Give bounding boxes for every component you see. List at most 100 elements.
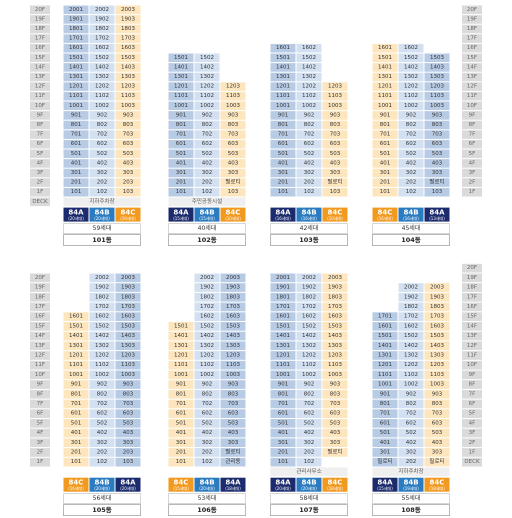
unit-label: 1703: [226, 304, 240, 310]
unit-cell: [424, 389, 450, 399]
unit-cell: [372, 149, 398, 159]
unit-label: 703: [330, 401, 341, 407]
unit-cell: [194, 370, 220, 380]
floor-label: 18F: [35, 26, 45, 32]
unit-cell: [63, 399, 89, 409]
unit-cell: [194, 428, 220, 438]
unit-label: 1002: [95, 372, 109, 378]
unit-cell: [89, 292, 115, 302]
unit-label: 701: [71, 132, 82, 138]
unit-cell: [270, 168, 296, 178]
floor-label: 4F: [469, 160, 476, 166]
floor-label: 13F: [35, 343, 45, 349]
unit-label: 501: [176, 420, 187, 426]
unit-cell: [270, 428, 296, 438]
unit-label: 301: [278, 170, 289, 176]
unit-cell: [63, 341, 89, 351]
unit-label: 1003: [121, 372, 135, 378]
unit-label: 701: [380, 132, 391, 138]
unit-label: 필로티: [327, 178, 342, 186]
unit-label: 1201: [69, 84, 83, 90]
unit-cell: [63, 322, 89, 331]
unit-label: 602: [202, 411, 213, 417]
unit-label: 202: [202, 180, 213, 186]
unit-cell: [63, 360, 89, 370]
unit-cell: [63, 53, 89, 63]
unit-cell: [115, 72, 141, 82]
unit-label: 1201: [378, 362, 392, 368]
unit-cell: [270, 457, 296, 467]
unit-cell: [63, 130, 89, 139]
unit-cell: [63, 351, 89, 360]
unit-cell: [168, 111, 194, 120]
unit-label: 1901: [276, 285, 290, 291]
unit-cell: [115, 130, 141, 139]
unit-label: 1701: [378, 314, 392, 320]
unit-label: 902: [406, 112, 417, 118]
unit-cell: [220, 302, 246, 312]
unit-label: 501: [380, 430, 391, 436]
unit-label: 1401: [378, 64, 392, 70]
unit-cell: [115, 187, 141, 197]
unit-cell: [424, 419, 450, 428]
name-box: [270, 504, 348, 517]
floor-cell: [462, 312, 482, 321]
unit-cell: [63, 448, 89, 457]
unit-label: 1403: [121, 64, 135, 70]
unit-label: 602: [406, 420, 417, 426]
unit-label: 1601: [276, 45, 290, 51]
unit-label: 1003: [226, 372, 240, 378]
unit-cell: [220, 448, 246, 457]
unit-cell: [89, 302, 115, 312]
unit-label: 503: [330, 420, 341, 426]
unit-label: 2001: [276, 275, 290, 281]
unit-label: 1903: [430, 294, 444, 300]
unit-cell: [115, 283, 141, 292]
unit-label: 503: [330, 151, 341, 157]
unit-cell: [398, 130, 424, 139]
unit-label: 1501: [69, 323, 83, 329]
unit-label: 802: [304, 391, 315, 397]
floor-cell: [462, 43, 482, 53]
unit-cell: [115, 139, 141, 149]
unit-cell: [194, 187, 220, 197]
unit-label: 301: [71, 440, 82, 446]
type-box: [168, 477, 194, 492]
unit-cell: [63, 101, 89, 111]
unit-label: 201: [380, 180, 391, 186]
type-box: [398, 207, 424, 222]
unit-cell: [296, 63, 322, 72]
floor-cell: [462, 263, 482, 273]
building-name: 101동: [92, 236, 112, 244]
unit-label: 1201: [378, 84, 392, 90]
floor-label: 20F: [467, 7, 477, 13]
unit-cell: [398, 399, 424, 409]
unit-cell: [168, 120, 194, 130]
unit-label: 603: [123, 141, 134, 147]
unit-label: 403: [432, 440, 443, 446]
unit-label: 702: [304, 132, 315, 138]
unit-label: 1203: [328, 352, 342, 358]
floor-label: 18F: [467, 26, 477, 32]
unit-cell: [115, 419, 141, 428]
floor-cell: [462, 101, 482, 111]
building-note: 주민공동시설: [192, 197, 222, 205]
type-label: 84A: [429, 209, 445, 217]
unit-cell: [220, 283, 246, 292]
floor-cell: [30, 283, 50, 292]
unit-label: 203: [123, 449, 134, 455]
unit-cell: [63, 389, 89, 399]
floor-cell: [462, 448, 482, 457]
unit-cell: [194, 168, 220, 178]
unit-cell: [398, 82, 424, 91]
unit-cell: [89, 159, 115, 168]
unit-label: 903: [330, 112, 341, 118]
unit-label: 1402: [404, 64, 418, 70]
unit-label: 503: [432, 430, 443, 436]
floor-cell: [30, 428, 50, 438]
type-box: [63, 207, 89, 222]
unit-cell: [270, 283, 296, 292]
floor-cell: [30, 419, 50, 428]
unit-label: 903: [432, 112, 443, 118]
unit-label: 401: [278, 430, 289, 436]
